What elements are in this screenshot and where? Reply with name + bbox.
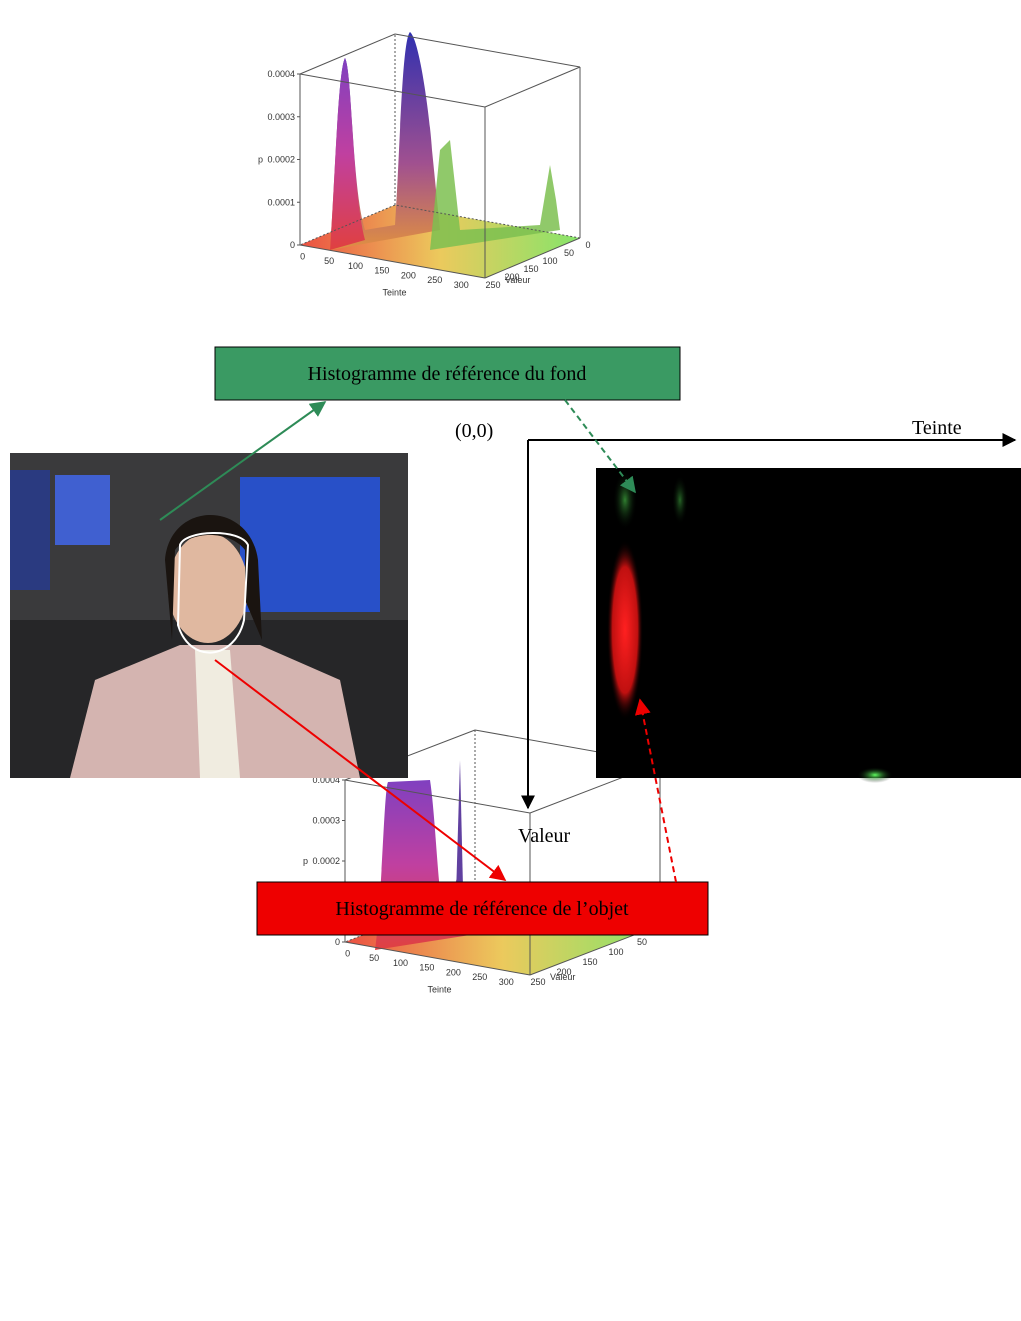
box-edge bbox=[484, 237, 581, 279]
arrow bbox=[214, 659, 507, 881]
z-axis-label: p bbox=[258, 155, 263, 165]
x-tick-label: 300 bbox=[499, 977, 514, 987]
z-tick-label: 0 bbox=[335, 937, 340, 947]
hue-axis-label: Teinte bbox=[912, 417, 962, 439]
z-tick-label: 0.0002 bbox=[312, 856, 340, 866]
z-axis-label: p bbox=[303, 856, 308, 866]
y-tick-label: 250 bbox=[485, 280, 500, 290]
box-edge bbox=[344, 779, 531, 814]
x-tick-label: 50 bbox=[369, 953, 379, 963]
object-label: Histogramme de référence de l’objet bbox=[335, 898, 629, 920]
y-tick-label: 100 bbox=[542, 256, 557, 266]
top-histogram-surface bbox=[300, 32, 580, 278]
z-tick-label: 0.0003 bbox=[312, 816, 340, 826]
y-tick-label: 0 bbox=[585, 240, 590, 250]
x-tick-label: 150 bbox=[419, 963, 434, 973]
object-box bbox=[256, 881, 709, 936]
x-axis-label: Teinte bbox=[428, 985, 452, 995]
z-tick-label: 0.0004 bbox=[312, 775, 340, 785]
x-tick-label: 250 bbox=[472, 972, 487, 982]
z-tick-label: 0.0002 bbox=[267, 155, 295, 165]
box-edge bbox=[299, 73, 486, 108]
box-edge bbox=[394, 33, 581, 68]
arrow bbox=[634, 698, 677, 883]
box-edge bbox=[344, 941, 531, 976]
y-tick-label: 100 bbox=[608, 947, 623, 957]
heatmap bbox=[596, 468, 1021, 783]
box-edge bbox=[299, 33, 396, 75]
y-axis-label: Valeur bbox=[505, 275, 530, 285]
y-tick-label: 150 bbox=[523, 264, 538, 274]
y-tick-label: 50 bbox=[564, 248, 574, 258]
y-tick-label: 250 bbox=[530, 977, 545, 987]
z-tick-label: 0.0003 bbox=[267, 112, 295, 122]
x-tick-label: 100 bbox=[393, 958, 408, 968]
box-edge bbox=[299, 204, 396, 246]
x-axis-label: Teinte bbox=[383, 288, 407, 298]
z-tick-label: 0.0001 bbox=[267, 197, 295, 207]
box-edge bbox=[299, 244, 486, 279]
box-edge bbox=[394, 204, 581, 239]
x-tick-label: 200 bbox=[446, 967, 461, 977]
y-axis-label: Valeur bbox=[550, 972, 575, 982]
z-tick-label: 0.0004 bbox=[267, 69, 295, 79]
photo bbox=[10, 453, 408, 778]
origin-label: (0,0) bbox=[455, 420, 493, 442]
value-axis-label: Valeur bbox=[518, 825, 571, 847]
arrow bbox=[159, 401, 327, 521]
x-tick-label: 0 bbox=[300, 251, 305, 261]
x-tick-label: 50 bbox=[324, 256, 334, 266]
x-tick-label: 300 bbox=[454, 280, 469, 290]
box-edge bbox=[484, 66, 581, 108]
x-tick-label: 200 bbox=[401, 270, 416, 280]
z-tick-label: 0 bbox=[290, 240, 295, 250]
background-label: Histogramme de référence du fond bbox=[308, 363, 587, 385]
y-tick-label: 50 bbox=[637, 937, 647, 947]
y-tick-label: 200 bbox=[504, 272, 519, 282]
y-tick-label: 200 bbox=[556, 967, 571, 977]
top-histogram: 0.0004 0.0003 0.0002 0.0001 0 p 0 50 100 150 200 25… bbox=[258, 33, 591, 298]
x-tick-label: 150 bbox=[374, 266, 389, 276]
background-box bbox=[214, 346, 681, 401]
y-tick-label: 150 bbox=[582, 957, 597, 967]
x-tick-label: 100 bbox=[348, 261, 363, 271]
x-tick-label: 0 bbox=[345, 948, 350, 958]
x-tick-label: 250 bbox=[427, 275, 442, 285]
